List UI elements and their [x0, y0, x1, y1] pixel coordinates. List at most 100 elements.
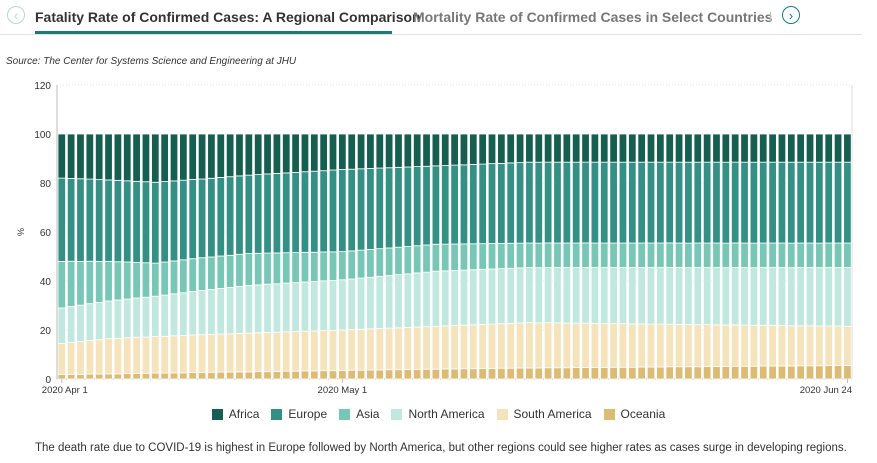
bar-segment-south-america [225, 333, 235, 373]
bar-segment-oceania [618, 366, 628, 380]
bar-segment-south-america [66, 341, 76, 375]
bar-segment-asia [197, 257, 207, 291]
tab-select-countries[interactable]: Mortality Rate of Confirmed Cases in Sel… [413, 9, 773, 25]
bar-segment-africa [95, 133, 104, 180]
bar-segment-africa [188, 133, 197, 180]
bar-segment-oceania [656, 366, 665, 380]
legend-item[interactable]: Europe [271, 407, 327, 421]
bar-segment-oceania [272, 371, 282, 380]
bar-segment-north-america [375, 275, 384, 329]
bar-segment-north-america [291, 282, 300, 332]
bar-segment-north-america [749, 267, 759, 326]
bar-segment-africa [169, 133, 179, 182]
bar-segment-asia [553, 242, 562, 268]
bar-segment-europe [375, 167, 384, 250]
bar-segment-oceania [450, 368, 459, 380]
bar-segment-south-america [759, 324, 768, 367]
bar-segment-oceania [57, 374, 66, 380]
bar-segment-south-america [553, 322, 562, 369]
bar-segment-asia [469, 243, 478, 271]
bar-segment-oceania [375, 369, 384, 380]
bar-segment-asia [104, 260, 113, 302]
prev-tab-button[interactable]: ‹ [7, 6, 25, 24]
bar-segment-south-america [805, 325, 815, 367]
next-tab-button[interactable]: › [782, 6, 800, 24]
bar-segment-europe [712, 161, 721, 244]
bar-segment-asia [833, 242, 843, 268]
bar-segment-asia [151, 262, 160, 297]
bar-segment-africa [656, 133, 665, 163]
bar-segment-africa [478, 133, 487, 165]
bar-segment-europe [824, 161, 833, 244]
bar-segment-oceania [777, 365, 787, 380]
bar-segment-africa [431, 133, 441, 167]
bar-segment-asia [272, 252, 282, 285]
bar-segment-north-america [815, 267, 824, 327]
legend-swatch [391, 408, 403, 420]
legend-item[interactable]: Oceania [603, 407, 666, 421]
bar-segment-asia [254, 252, 263, 286]
bar-segment-north-america [702, 267, 712, 326]
bar-segment-south-america [665, 323, 674, 368]
bar-segment-south-america [169, 335, 179, 374]
bar-segment-africa [572, 133, 581, 163]
bar-segment-asia [394, 246, 403, 276]
bar-segment-north-america [422, 271, 431, 328]
bar-segment-asia [235, 253, 244, 287]
bar-segment-north-america [459, 269, 469, 326]
tab-regional-comparison[interactable]: Fatality Rate of Confirmed Cases: A Regi… [35, 9, 421, 25]
legend-item[interactable]: Africa [211, 407, 259, 421]
bar-segment-asia [188, 258, 197, 292]
bar-segment-africa [328, 133, 338, 171]
bar-segment-north-america [95, 302, 104, 341]
bar-segment-europe [216, 177, 225, 257]
bar-segment-europe [123, 180, 132, 263]
bar-segment-north-america [272, 283, 282, 333]
bar-segment-north-america [721, 267, 731, 326]
bar-segment-south-america [338, 329, 347, 371]
bar-segment-oceania [581, 367, 590, 380]
legend-item[interactable]: North America [391, 407, 485, 421]
bar-segment-africa [282, 133, 291, 174]
bar-segment-north-america [796, 267, 805, 327]
bar-segment-north-america [515, 267, 525, 324]
bar-segment-africa [422, 133, 431, 167]
bar-segment-north-america [441, 270, 450, 327]
bar-segment-north-america [403, 273, 413, 328]
bar-segment-south-america [534, 322, 543, 369]
bar-segment-europe [525, 161, 534, 244]
bar-segment-asia [665, 242, 674, 268]
bar-segment-south-america [674, 323, 684, 368]
bar-segment-north-america [431, 270, 441, 327]
bar-segment-europe [478, 163, 487, 245]
bar-segment-europe [141, 181, 151, 264]
bar-segment-oceania [759, 365, 768, 380]
bar-segment-africa [759, 133, 768, 163]
bar-segment-north-america [581, 266, 590, 324]
bar-segment-asia [787, 242, 796, 269]
bar-segment-north-america [450, 270, 459, 326]
bar-segment-europe [497, 162, 506, 244]
bar-segment-oceania [534, 367, 543, 380]
bar-segment-asia [422, 244, 431, 273]
bar-segment-europe [749, 161, 759, 244]
bar-segment-south-america [478, 324, 487, 369]
bar-segment-asia [366, 249, 375, 278]
bar-segment-africa [815, 133, 824, 163]
bar-segment-europe [319, 170, 328, 253]
bar-segment-asia [263, 252, 272, 285]
bar-segment-asia [338, 251, 347, 281]
bar-segment-south-america [291, 331, 300, 372]
bar-segment-oceania [123, 373, 132, 380]
bar-segment-oceania [263, 371, 272, 380]
bar-segment-oceania [731, 365, 740, 380]
bar-segment-south-america [310, 330, 319, 372]
bar-segment-africa [543, 133, 553, 163]
bar-segment-asia [141, 262, 151, 298]
bar-segment-asia [543, 242, 553, 268]
legend-label: Oceania [620, 407, 666, 421]
legend-item[interactable]: South America [496, 407, 592, 421]
bar-segment-europe [721, 161, 731, 244]
legend-item[interactable]: Asia [339, 407, 379, 421]
bar-segment-north-america [553, 267, 562, 324]
